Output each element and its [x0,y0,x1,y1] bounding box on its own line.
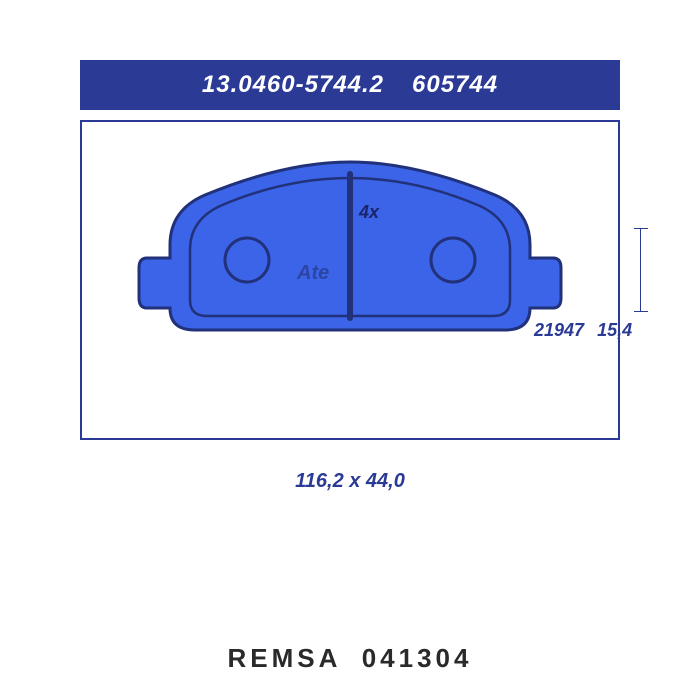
side-code: 21947 [534,320,584,340]
brake-pad-svg [135,150,565,350]
part-number-primary: 13.0460-5744.2 [202,71,384,99]
thickness-dimension-line [640,228,641,312]
dim-tick-top [634,228,648,229]
diagram-stage: 13.0460-5744.2 605744 4x Ate 21947 15,4 [0,0,700,700]
bottom-dimension: 116,2 x 44,0 [0,470,700,493]
side-thickness: 15,4 [597,320,632,340]
brand-name: REMSA [228,643,341,673]
ate-logo: Ate [297,262,329,285]
quantity-label: 4x [359,202,379,223]
dim-tick-bottom [634,311,648,312]
part-number-secondary: 605744 [412,71,498,99]
brake-pad-group: 4x Ate [135,150,565,350]
header-bar: 13.0460-5744.2 605744 [80,60,620,110]
product-label: REMSA 041304 [0,643,700,674]
side-code-label: 21947 15,4 [534,320,632,341]
brand-sku: 041304 [362,643,473,673]
